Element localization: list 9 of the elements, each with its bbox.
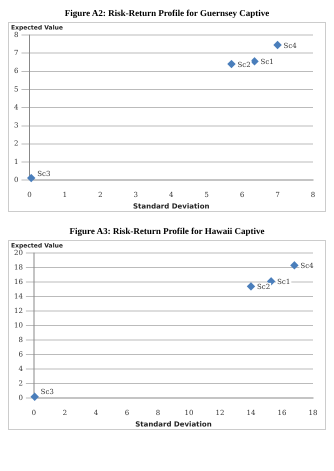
chart-title: Figure A2: Risk-Return Profile for Guernsey Captive [64,8,270,18]
point [250,57,259,66]
chart-title: Figure A3: Risk-Return Profile for Hawaii Captive [68,226,266,236]
point [30,392,39,401]
point [27,174,36,182]
point [227,60,236,68]
point [274,40,282,49]
point [246,282,255,290]
point [290,261,298,270]
